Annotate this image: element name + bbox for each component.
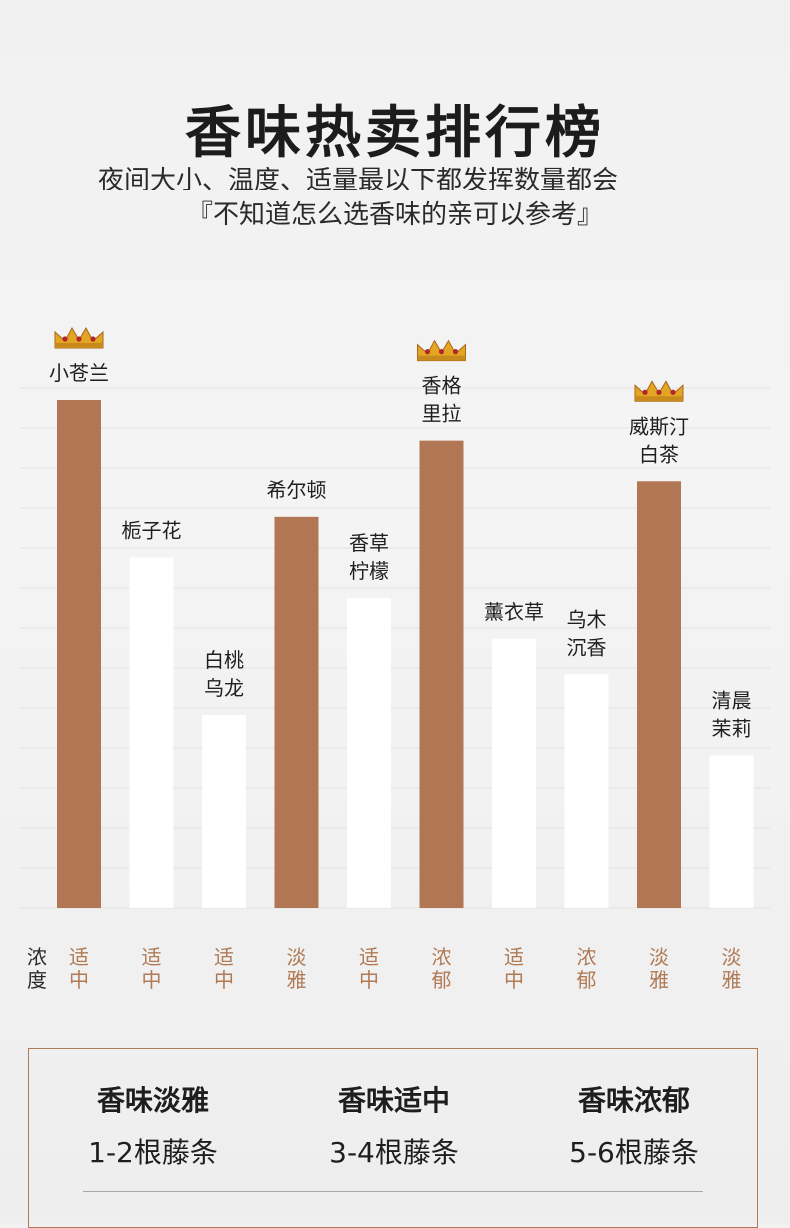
legend-value: 3-4根藤条 [329,1136,459,1169]
density-char: 浓 [576,945,597,969]
density-value: 适中 [66,946,92,992]
legend-medium: 香味适中 3-4根藤条 [274,1079,514,1171]
bar-label: 清晨 [712,689,752,713]
bar-9 [637,481,681,908]
footer-cut-text: 夜间大小、温度、适量最以下都发挥数量都会 [98,166,619,190]
density-value: 淡雅 [284,946,310,992]
density-char: 中 [214,968,234,992]
density-value: 适中 [211,946,237,992]
density-value: 浓郁 [574,946,600,992]
density-char: 适 [141,945,162,969]
bar-label: 香草 [349,531,389,555]
bar-label: 柠檬 [349,559,389,583]
density-char: 适 [504,945,524,969]
bar-label: 茉莉 [712,717,752,741]
legend-strong: 香味浓郁 5-6根藤条 [514,1079,754,1171]
legend-light: 香味淡雅 1-2根藤条 [33,1079,273,1171]
bar-7 [492,638,536,908]
bar-1 [57,400,101,908]
density-char: 适 [69,945,89,969]
crown-icon [54,326,104,349]
density-char: 中 [141,968,162,992]
bar-label: 里拉 [422,402,462,426]
density-char: 淡 [721,945,742,969]
bar-8 [564,674,609,908]
density-char: 淡 [286,945,307,969]
density-char: 适 [359,945,379,969]
bar-3 [202,714,246,908]
density-axis-label: 浓 度 [24,946,50,992]
density-char: 中 [69,968,89,992]
legend-box: 香味淡雅 1-2根藤条 香味适中 3-4根藤条 香味浓郁 5-6根藤条 [28,1048,758,1228]
bar-label: 香格 [422,374,462,398]
bar-label: 白桃 [204,648,244,672]
density-char: 郁 [576,968,597,992]
legend-title: 香味适中 [337,1084,450,1117]
bar-label: 栀子花 [122,518,182,542]
density-label-char: 度 [27,968,47,992]
bar-label: 威斯汀 [629,414,689,438]
bar-label: 希尔顿 [267,478,327,502]
bar-6 [419,440,464,908]
density-char: 中 [359,968,379,992]
legend-value: 5-6根藤条 [569,1136,699,1169]
page-title: 香味热卖排行榜 [185,101,605,166]
density-char: 淡 [649,945,669,969]
legend-divider [83,1191,703,1192]
bar-label: 乌龙 [204,676,244,700]
density-char: 中 [504,968,524,992]
bar-label: 沉香 [567,635,607,659]
bar-label: 小苍兰 [49,361,109,385]
legend-value: 1-2根藤条 [88,1136,218,1169]
bar-label: 白茶 [639,442,679,466]
bar-2 [129,557,174,908]
crown-icon [634,380,684,402]
density-char: 浓 [431,945,452,969]
density-char: 雅 [649,968,669,992]
crown-icon [417,339,466,362]
page-subtitle: 『不知道怎么选香味的亲可以参考』 [186,200,603,230]
bar-10 [709,755,754,908]
legend-title: 香味浓郁 [577,1084,690,1117]
density-char: 郁 [431,968,452,992]
density-value: 适中 [139,946,165,992]
density-char: 适 [214,945,234,969]
bar-4 [274,516,319,908]
density-value: 淡雅 [646,946,672,992]
density-label-char: 浓 [27,945,47,969]
density-char: 雅 [286,968,307,992]
bar-label: 乌木 [567,607,607,631]
density-char: 雅 [721,968,742,992]
density-value: 适中 [501,946,527,992]
density-value: 淡雅 [719,946,745,992]
bar-5 [347,598,391,908]
density-value: 适中 [356,946,382,992]
bar-label: 薰衣草 [484,600,544,624]
density-value: 浓郁 [429,946,455,992]
legend-title: 香味淡雅 [96,1084,209,1117]
